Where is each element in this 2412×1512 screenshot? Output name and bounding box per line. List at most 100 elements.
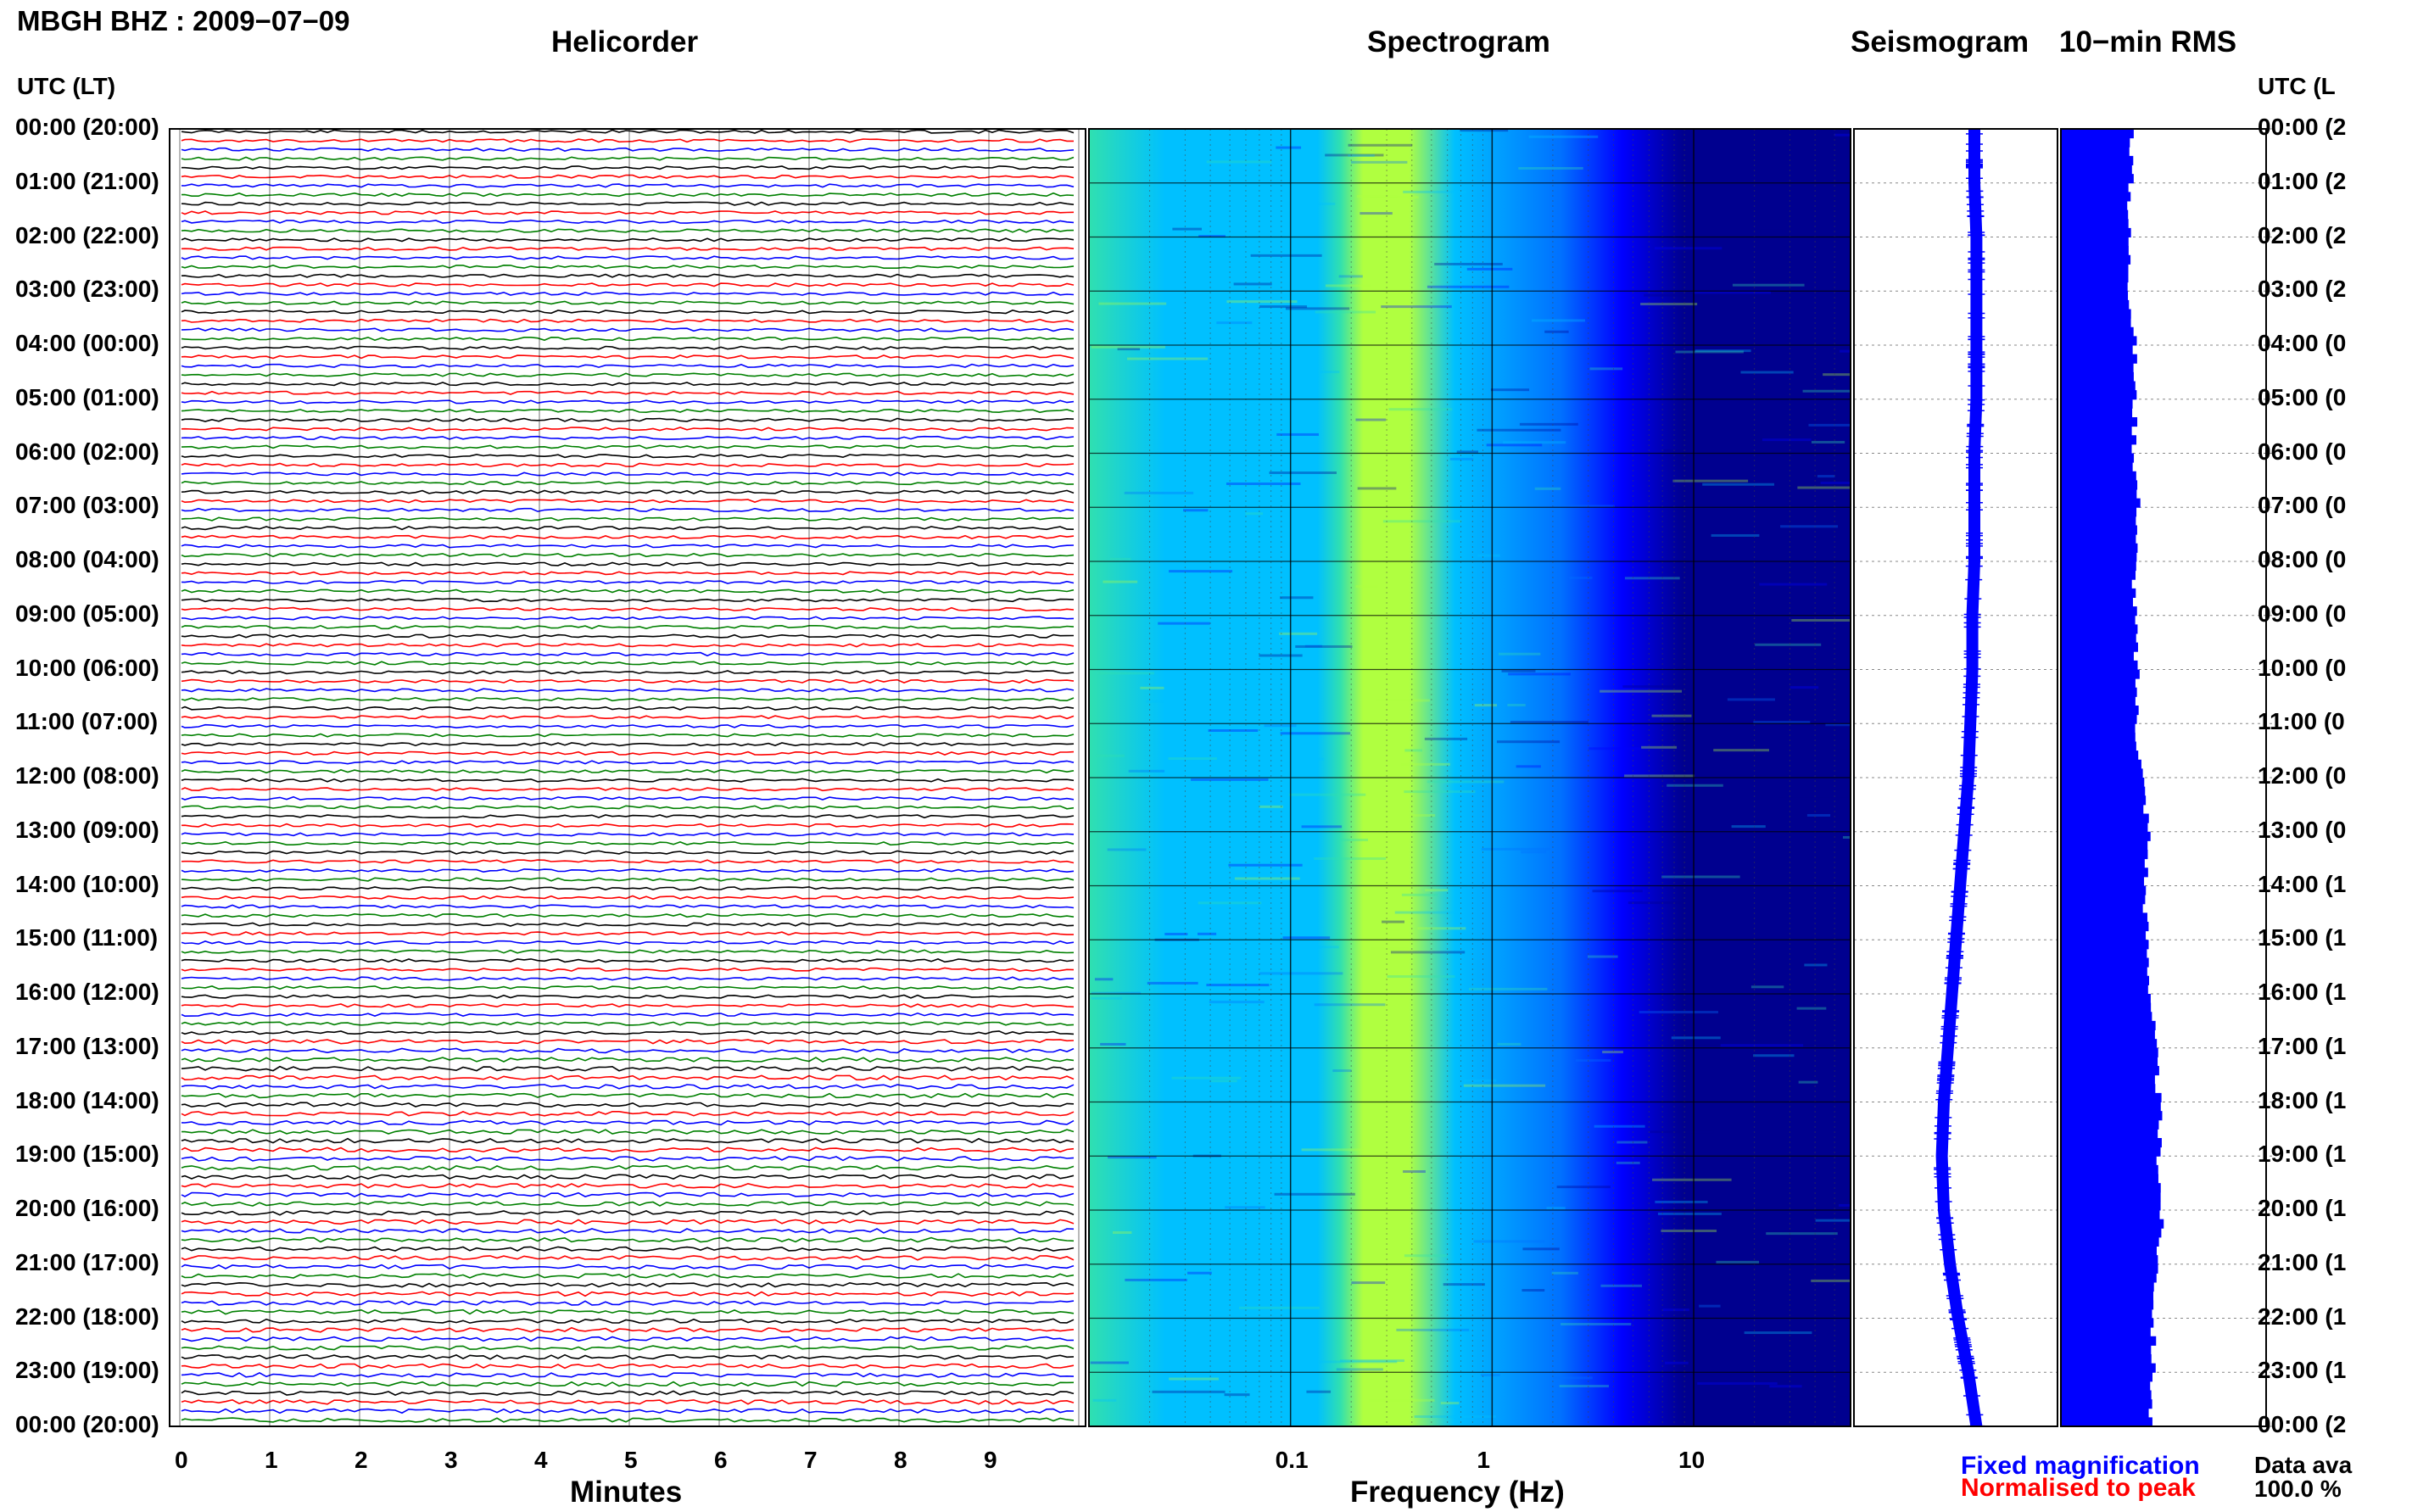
spectrogram-tick-label: 10 (1678, 1447, 1706, 1473)
spectrogram-speckle (1388, 408, 1453, 411)
spectrogram-speckle (1355, 418, 1387, 421)
spectrogram-speckle (1250, 254, 1322, 257)
time-label-left: 13:00 (09:00) (15, 816, 159, 843)
helicorder-trace (181, 318, 1075, 323)
time-label-left: 16:00 (12:00) (15, 979, 159, 1005)
spectrogram-speckle (1546, 1207, 1566, 1210)
rms-bar (2061, 489, 2137, 499)
helicorder-trace (181, 129, 1075, 134)
spectrogram-speckle (1553, 1376, 1593, 1380)
helicorder-trace (181, 912, 1075, 918)
spectrogram-speckle (1206, 984, 1270, 987)
helicorder-trace (181, 723, 1075, 729)
spectrogram-speckle (1140, 686, 1164, 689)
spectrogram-speckle (1466, 267, 1513, 271)
rms-bar (2061, 1164, 2158, 1174)
rms-bar (2061, 1147, 2161, 1157)
helicorder-trace (181, 1038, 1075, 1045)
spectrogram-speckle (1754, 982, 1787, 985)
spectrogram-speckle (1315, 310, 1376, 314)
helicorder-trace (181, 949, 1075, 954)
rms-bar (2061, 471, 2136, 481)
spectrogram-speckle (1689, 185, 1773, 188)
spectrogram-speckle (1661, 1229, 1717, 1232)
helicorder-trace (181, 742, 1075, 747)
rms-bar (2061, 318, 2131, 328)
rms-bar (2061, 516, 2136, 526)
helicorder-trace (181, 877, 1075, 882)
helicorder-trace (181, 1254, 1075, 1261)
helicorder-trace (181, 192, 1075, 198)
rms-bar (2061, 1020, 2156, 1030)
helicorder-trace (181, 310, 1075, 315)
spectrogram-speckle (1651, 714, 1692, 717)
spectrogram-speckle (1285, 307, 1350, 310)
time-label-right: 14:00 (1 (2258, 870, 2347, 897)
spectrogram-speckle (1198, 932, 1217, 935)
spectrogram-speckle (1124, 491, 1194, 494)
spectrogram-xlabel: Frequency (Hz) (1350, 1476, 1565, 1509)
time-label-right: 09:00 (0 (2258, 600, 2347, 627)
spectrogram-speckle (1306, 1390, 1332, 1393)
helicorder-trace (181, 1417, 1075, 1423)
spectrogram-speckle (1750, 985, 1784, 989)
spectrogram-speckle (1778, 795, 1851, 798)
rms-bar (2061, 876, 2145, 886)
helicorder-tick-label: 6 (714, 1447, 728, 1473)
rms-bar (2061, 813, 2149, 823)
rms-bar (2061, 326, 2134, 337)
spectrogram-speckle (1210, 1080, 1237, 1083)
helicorder-trace (181, 201, 1075, 206)
spectrogram-speckle (1109, 557, 1131, 561)
spectrogram-speckle (1301, 1148, 1364, 1152)
spectrogram-speckle (1521, 1289, 1545, 1292)
spectrogram-speckle (1561, 505, 1615, 508)
helicorder-tick-label: 4 (534, 1447, 548, 1473)
spectrogram-speckle (1117, 348, 1141, 351)
rms-bar (2061, 858, 2145, 868)
rms-bar (2061, 850, 2148, 860)
rms-bar (2061, 1191, 2161, 1202)
spectrogram-speckle (1320, 371, 1340, 374)
rms-bar (2061, 147, 2130, 157)
rms-bar (2061, 381, 2136, 391)
helicorder-trace (181, 823, 1075, 828)
rms-bar (2061, 1228, 2162, 1238)
rms-bar (2061, 1138, 2162, 1148)
spectrogram-speckle (1183, 509, 1209, 512)
helicorder-trace (181, 246, 1075, 251)
time-label-left: 21:00 (17:00) (15, 1248, 159, 1275)
rms-bar (2061, 868, 2148, 878)
rms-bar (2061, 1174, 2158, 1184)
spectrogram-speckle (1314, 1003, 1386, 1007)
time-label-right: 06:00 (0 (2258, 438, 2347, 465)
helicorder-trace (181, 462, 1075, 467)
rms-bar (2061, 1129, 2158, 1139)
spectrogram-speckle (1616, 1141, 1648, 1144)
helicorder-trace (181, 1191, 1075, 1198)
spectrogram-speckle (1401, 893, 1438, 896)
spectrogram-speckle (1834, 133, 1851, 137)
spectrogram-speckle (1304, 644, 1322, 648)
helicorder-trace (181, 985, 1075, 990)
rms-bar (2061, 299, 2130, 310)
spectrogram-speckle (1766, 1232, 1838, 1236)
rms-bar (2061, 1255, 2158, 1265)
helicorder-trace (181, 264, 1075, 270)
helicorder-trace (181, 291, 1075, 297)
spectrogram-speckle (1838, 1396, 1851, 1399)
spectrogram-speckle (1225, 1206, 1265, 1209)
helicorder-trace (181, 1084, 1075, 1090)
helicorder-title: Helicorder (551, 25, 699, 59)
time-label-left: 05:00 (01:00) (15, 383, 159, 410)
rms-bar (2061, 831, 2151, 841)
spectrogram-speckle (1403, 1170, 1426, 1174)
spectrogram-speckle (1667, 784, 1723, 787)
spectrogram-speckle (1519, 422, 1578, 426)
helicorder-trace (181, 1174, 1075, 1180)
rms-bar (2061, 227, 2131, 237)
spectrogram-speckle (1592, 890, 1643, 893)
spectrogram-speckle (1834, 749, 1851, 752)
helicorder-trace (181, 561, 1075, 566)
time-axis-header-left: UTC (LT) (17, 73, 116, 99)
